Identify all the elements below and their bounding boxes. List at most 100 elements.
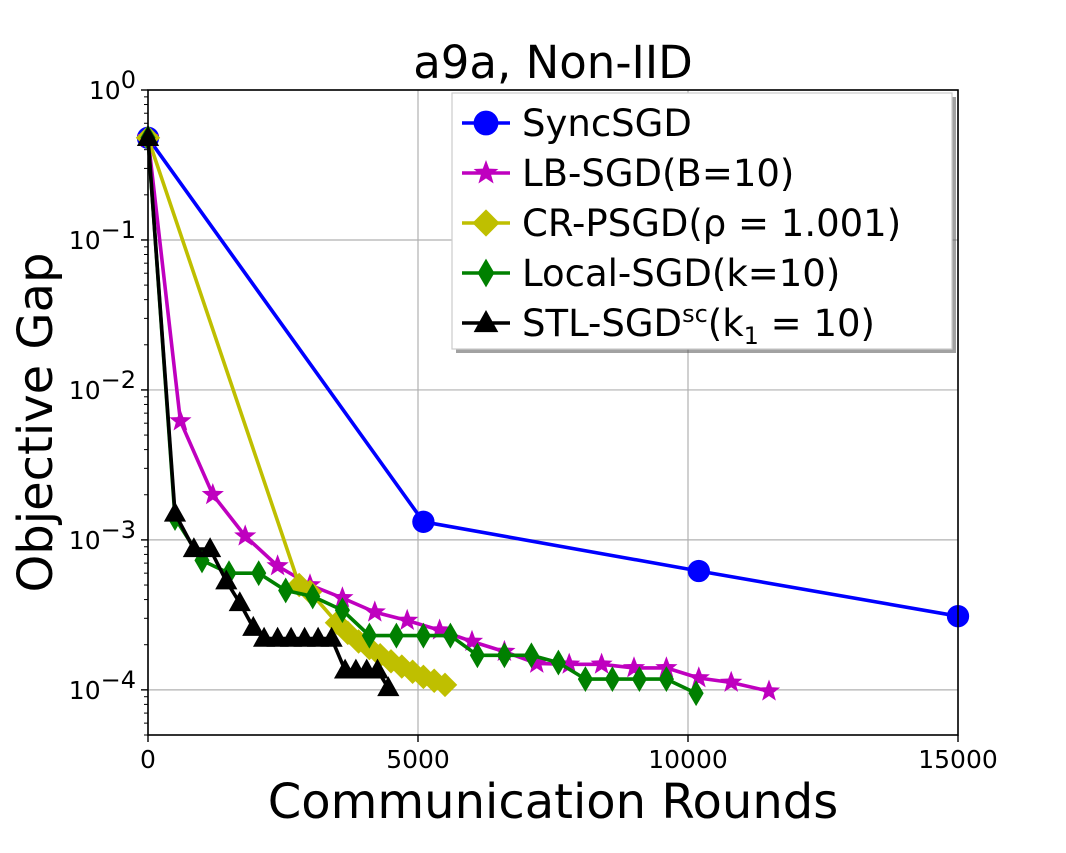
data-point — [687, 666, 710, 688]
series-3 — [140, 124, 704, 707]
data-point — [757, 679, 781, 701]
legend-label-part: (k — [708, 302, 744, 345]
legend-label-main: Local-SGD(k=10) — [522, 252, 840, 295]
data-point — [215, 569, 238, 590]
y-tick-base: 10 — [89, 76, 121, 105]
plot-frame — [147, 89, 959, 736]
legend-box — [451, 92, 953, 350]
data-point — [201, 483, 224, 505]
data-point — [523, 642, 539, 669]
x-tick-label: 15000 — [918, 745, 998, 774]
legend-label-main: SyncSGD — [522, 102, 692, 145]
y-tick-base: 10 — [69, 376, 101, 405]
y-tick-label: 10−3 — [69, 516, 136, 555]
data-point — [266, 554, 289, 576]
data-point — [194, 547, 210, 574]
legend-entry: STL-SGDsc(k1 = 10) — [462, 300, 875, 350]
data-point — [251, 560, 267, 587]
data-point — [242, 615, 265, 636]
data-point — [278, 577, 294, 604]
data-point — [363, 600, 386, 622]
y-tick-label: 10−1 — [69, 216, 136, 255]
legend-label-main: LB-SGD(B=10) — [522, 152, 794, 195]
data-point — [428, 618, 451, 640]
legend: SyncSGD LB-SGD(B=10) CR-PSGD(ρ = 1.001) Loc… — [451, 92, 956, 353]
legend-swatch-marker — [477, 258, 495, 288]
data-point — [320, 626, 343, 647]
series-4 — [136, 126, 400, 697]
data-point — [366, 658, 389, 679]
data-point — [496, 642, 512, 669]
x-tick-label: 10000 — [648, 745, 728, 774]
data-point — [590, 652, 613, 674]
y-axis-title: Objective Gap — [8, 253, 64, 593]
legend-label: CR-PSGD(ρ = 1.001) — [522, 202, 901, 245]
data-point — [432, 672, 458, 698]
data-point — [460, 629, 484, 651]
y-tick-base: 10 — [69, 676, 101, 705]
data-point — [377, 676, 400, 697]
data-point — [631, 666, 647, 693]
legend-label-part: = 10) — [759, 302, 875, 345]
legend-label-sub: 1 — [744, 322, 759, 350]
legend-label: SyncSGD — [522, 102, 692, 145]
data-point — [577, 666, 593, 693]
y-tick-label: 10−2 — [69, 366, 136, 405]
data-point — [331, 586, 354, 608]
series-line — [146, 137, 446, 687]
data-point — [182, 537, 206, 558]
data-point — [305, 583, 321, 610]
y-tick-exponent: −3 — [101, 516, 136, 544]
data-point — [604, 666, 620, 693]
legend-entry: Local-SGD(k=10) — [462, 252, 840, 295]
data-point — [720, 670, 743, 692]
data-point — [221, 560, 237, 587]
legend-label: Local-SGD(k=10) — [522, 252, 840, 295]
data-point — [335, 620, 361, 646]
x-axis-title: Communication Rounds — [268, 774, 838, 830]
y-tick-label: 10−4 — [69, 666, 136, 705]
legend-label-main: STL-SGD — [522, 302, 682, 345]
legend-swatch-marker — [473, 110, 499, 136]
data-point — [415, 622, 431, 649]
data-point — [558, 652, 581, 674]
chart-title: a9a, Non-IID — [413, 36, 693, 89]
data-point — [389, 654, 415, 679]
y-tick-label: 100 — [89, 66, 136, 105]
data-point — [658, 666, 674, 693]
legend-swatch-marker — [473, 160, 499, 184]
legend-entry: SyncSGD — [462, 102, 692, 145]
data-point — [228, 591, 251, 612]
legend-entry: CR-PSGD(ρ = 1.001) — [462, 202, 901, 245]
series-line — [146, 136, 959, 618]
x-tick-label: 5000 — [386, 745, 450, 774]
data-point — [396, 608, 419, 630]
data-point — [469, 642, 485, 669]
data-point — [198, 537, 222, 558]
y-tick-base: 10 — [69, 526, 101, 555]
data-point — [550, 649, 566, 676]
y-tick-exponent: −1 — [101, 216, 136, 244]
data-point — [163, 501, 187, 522]
legend-label-main: CR-PSGD(ρ = 1.001) — [522, 202, 901, 245]
legend-label: LB-SGD(B=10) — [522, 152, 794, 195]
y-tick-exponent: −4 — [101, 666, 136, 694]
data-point — [411, 664, 436, 690]
data-point — [622, 656, 646, 678]
data-point — [234, 524, 257, 546]
y-tick-exponent: −2 — [101, 366, 136, 394]
data-point — [334, 597, 350, 624]
data-point — [688, 680, 704, 707]
series-layer — [135, 124, 970, 707]
legend-label-sup: sc — [682, 300, 708, 328]
y-tick-base: 10 — [69, 226, 101, 255]
series-2 — [135, 125, 458, 698]
data-point — [442, 622, 458, 649]
legend-label: STL-SGDsc(k1 = 10) — [522, 300, 875, 350]
data-point — [687, 559, 710, 583]
y-tick-exponent: 0 — [121, 66, 136, 94]
legend-entry: LB-SGD(B=10) — [462, 152, 794, 195]
data-point — [361, 622, 377, 649]
